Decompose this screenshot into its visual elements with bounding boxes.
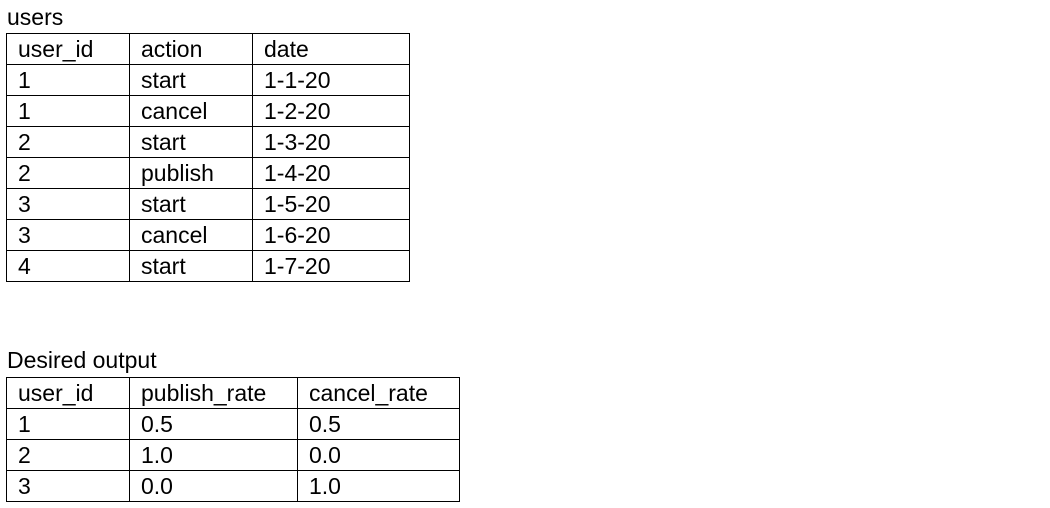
table-row: 1 start 1-1-20 [6,64,410,96]
table-cell: 2 [6,157,130,189]
table-cell: start [129,188,253,220]
table-cell: 1-4-20 [252,157,410,189]
header-cell: date [252,33,410,65]
table-cell: 1.0 [129,439,298,471]
users-table-caption: users [7,4,64,30]
table-cell: 1-3-20 [252,126,410,158]
table-cell: 1-1-20 [252,64,410,96]
header-cell: user_id [6,377,130,409]
table-cell: start [129,64,253,96]
table-cell: 1-6-20 [252,219,410,251]
table-row: 4 start 1-7-20 [6,250,410,282]
table-row: 1 0.5 0.5 [6,408,460,440]
header-cell: publish_rate [129,377,298,409]
table-row: 3 0.0 1.0 [6,470,460,502]
table-cell: 3 [6,219,130,251]
table-row: 2 publish 1-4-20 [6,157,410,189]
table-cell: 2 [6,126,130,158]
table-cell: 0.0 [297,439,460,471]
table-cell: cancel [129,219,253,251]
table-cell: 3 [6,188,130,220]
output-table-caption: Desired output [7,347,157,373]
table-row: 2 1.0 0.0 [6,439,460,471]
header-cell: cancel_rate [297,377,460,409]
table-cell: publish [129,157,253,189]
table-row: 2 start 1-3-20 [6,126,410,158]
table-cell: 1.0 [297,470,460,502]
output-table: user_id publish_rate cancel_rate 1 0.5 0… [6,377,460,502]
table-cell: cancel [129,95,253,127]
table-cell: 1 [6,408,130,440]
table-cell: start [129,250,253,282]
table-cell: 0.5 [297,408,460,440]
table-header-row: user_id publish_rate cancel_rate [6,377,460,409]
table-row: 3 cancel 1-6-20 [6,219,410,251]
table-header-row: user_id action date [6,33,410,65]
header-cell: user_id [6,33,130,65]
users-table: user_id action date 1 start 1-1-20 1 can… [6,33,410,282]
table-cell: 3 [6,470,130,502]
table-cell: 1 [6,95,130,127]
table-cell: 0.0 [129,470,298,502]
table-cell: 4 [6,250,130,282]
table-cell: 1-2-20 [252,95,410,127]
table-cell: 2 [6,439,130,471]
table-cell: 1-7-20 [252,250,410,282]
table-cell: 1-5-20 [252,188,410,220]
table-cell: start [129,126,253,158]
table-cell: 0.5 [129,408,298,440]
table-cell: 1 [6,64,130,96]
table-row: 1 cancel 1-2-20 [6,95,410,127]
header-cell: action [129,33,253,65]
table-row: 3 start 1-5-20 [6,188,410,220]
